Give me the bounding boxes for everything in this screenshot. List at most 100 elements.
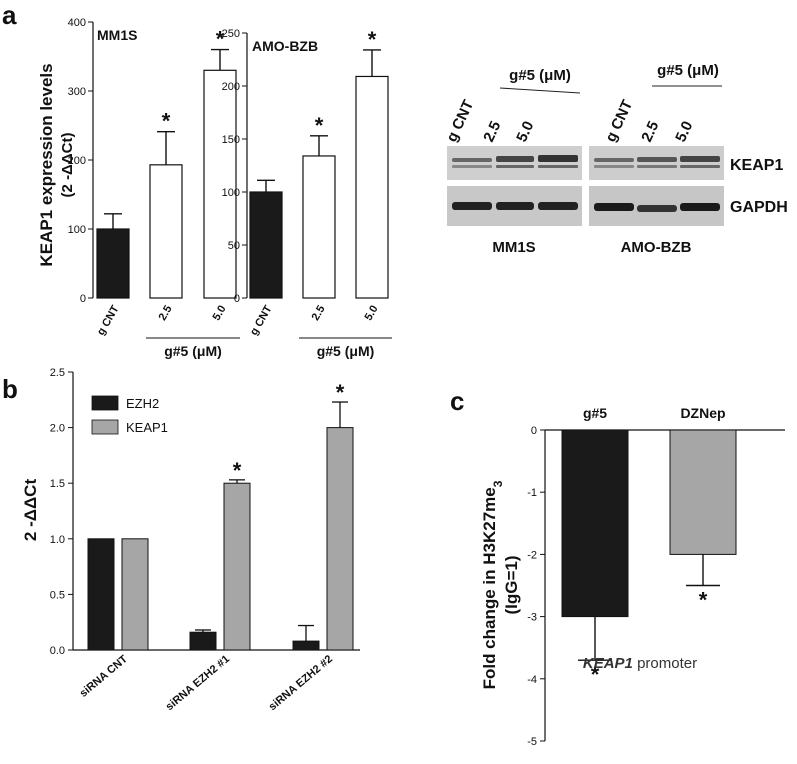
chart-a2-bar: [249, 191, 283, 299]
legend-label-ezh2: EZH2: [126, 396, 159, 411]
chart-b-significance-star: *: [233, 458, 242, 483]
blot-group-label-2: g#5 (μM): [657, 62, 719, 79]
chart-c-bar: [669, 429, 737, 555]
chart-b-xtick-label-wrap: siRNA EZH2 #2: [267, 653, 335, 713]
chart-c-ytick-label: -5: [527, 736, 537, 748]
chart-a1-significance-star: *: [162, 109, 171, 134]
chart-a2-ytick-label: 50: [228, 240, 240, 252]
chart-b-ytick-label: 1.0: [50, 534, 65, 546]
chart-a2-ytick-label: 200: [222, 81, 240, 93]
chart-a2-ytick-label: 100: [222, 187, 240, 199]
chart-a1-xtick-label-wrap: g CNT: [95, 303, 122, 337]
chart-c-xtick-label: g#5: [583, 405, 607, 421]
band-label-keap1: KEAP1: [730, 157, 783, 174]
chart-a2-bar: [355, 75, 389, 299]
chart-c-ylabel-sub: 3: [491, 480, 505, 487]
chart-b-xtick-label: siRNA EZH2 #2: [267, 653, 335, 713]
chart-a2-xtick-label-wrap: 5.0: [363, 304, 381, 323]
chart-a2-group-label: g#5 (μM): [317, 343, 375, 359]
chart-a1-group-label: g#5 (μM): [164, 343, 222, 359]
chart-a1-bar: [149, 164, 183, 299]
chart-amo-bzb: 0 50 100 150 200 250 AMO-BZB g CNT * 2.5 * 5.0 g#5 (…: [222, 27, 392, 359]
panel-c-note-gene: KEAP1: [583, 655, 633, 672]
chart-c-significance-star: *: [699, 588, 708, 613]
chart-a1-ytick-label: 300: [68, 86, 86, 98]
chart-a2-xtick-label: g CNT: [248, 303, 275, 337]
panel-a-ylabel: KEAP1 expression levels: [37, 63, 56, 266]
chart-a2-title: AMO-BZB: [252, 38, 318, 54]
panel-letter-b: b: [2, 374, 18, 404]
legend-swatch-ezh2: [91, 395, 119, 411]
lane-label-5.0-2: 5.0: [672, 119, 696, 145]
chart-b-bar-keap1: [121, 538, 149, 651]
chart-c-ylabel: Fold change in H3K27me3: [480, 480, 505, 689]
chart-b-ylabel-wrap: 2 -ΔΔCt: [21, 479, 40, 542]
panel-a-ylabel-unit: (2 -ΔΔCt): [59, 133, 76, 198]
chart-a1-xtick-label: g CNT: [95, 303, 122, 337]
chart-b-bar-ezh2: [189, 631, 217, 651]
cell-label-amo-bzb: AMO-BZB: [621, 239, 692, 256]
chart-c-ylabel-wrap: Fold change in H3K27me3(IgG=1): [480, 480, 521, 689]
legend-swatch-keap1: [91, 419, 119, 435]
chart-a1-ytick-label: 200: [68, 155, 86, 167]
chart-c-ytick-label: -3: [527, 612, 537, 624]
chart-c-ytick-label: -2: [527, 549, 537, 561]
chart-b-ytick-label: 0.0: [50, 645, 65, 657]
band-label-gapdh: GAPDH: [730, 199, 788, 216]
blot-group-label-1: g#5 (μM): [509, 67, 571, 84]
chart-b-ylabel: 2 -ΔΔCt: [21, 479, 40, 542]
chart-a2-significance-star: *: [368, 27, 377, 52]
chart-a2-significance-star: *: [315, 113, 324, 138]
keap1-blot-mm1s: [447, 146, 582, 180]
chart-a1-bar: [96, 228, 130, 299]
chart-a2-xtick-label: 5.0: [363, 304, 381, 323]
keap1-bands: [452, 155, 720, 168]
panel-c-note: KEAP1 promoter: [583, 655, 697, 672]
chart-c-ytick-label: -1: [527, 487, 537, 499]
chart-b-xtick-label: siRNA EZH2 #1: [164, 653, 232, 713]
chart-b-ytick-label: 0.5: [50, 589, 65, 601]
panel-c-note-rest: promoter: [633, 655, 697, 672]
chart-b-ytick-label: 2.5: [50, 367, 65, 379]
blot-header-left: g CNT 2.5 5.0 g#5 (μM): [443, 67, 581, 145]
chart-b-ytick-label: 1.5: [50, 478, 65, 490]
chart-a2-xtick-label-wrap: 2.5: [310, 304, 328, 323]
chart-c-ylabel-2: (IgG=1): [502, 555, 521, 614]
chart-b-bar-ezh2: [292, 640, 320, 651]
keap1-blot-amo: [589, 146, 724, 180]
blot-header-right: g CNT 2.5 5.0 g#5 (μM): [602, 62, 722, 145]
cell-label-mm1s: MM1S: [492, 239, 535, 256]
lane-label-2.5-1: 2.5: [480, 119, 504, 145]
chart-c-ytick-label: 0: [531, 425, 537, 437]
chart-a2-bar: [302, 155, 336, 299]
gapdh-bands: [452, 202, 720, 212]
chart-b: 0.0 0.5 1.0 1.5 2.0 2.5 2 -ΔΔCt * * siRNA CNT siRN…: [21, 367, 360, 713]
chart-b-bar-ezh2: [87, 538, 115, 651]
chart-b-significance-star: *: [336, 380, 345, 405]
chart-b-xtick-label: siRNA CNT: [78, 653, 131, 700]
panel-letter-c: c: [450, 386, 464, 416]
lane-label-gcnt-1: g CNT: [443, 97, 477, 144]
lane-label-5.0-1: 5.0: [513, 119, 537, 145]
chart-a1-xtick-label: 2.5: [157, 304, 175, 323]
chart-a2-ytick-label: 0: [234, 293, 240, 305]
chart-mm1s: 0 100 200 300 400 MM1S g CNT * 2.5 * 5.0 g#5 (μM): [68, 17, 240, 359]
chart-c-bar: [561, 429, 629, 618]
chart-a2-xtick-label: 2.5: [310, 304, 328, 323]
chart-b-xtick-label-wrap: siRNA EZH2 #1: [164, 653, 232, 713]
chart-c-xtick-label: DZNep: [680, 405, 725, 421]
chart-a1-ytick-label: 400: [68, 17, 86, 29]
chart-b-bar-keap1: [326, 427, 354, 651]
chart-a1-title: MM1S: [97, 27, 137, 43]
chart-a1-ytick-label: 0: [80, 293, 86, 305]
chart-a2-ytick-label: 150: [222, 134, 240, 146]
chart-a1-xtick-label-wrap: 2.5: [157, 304, 175, 323]
chart-b-ytick-label: 2.0: [50, 423, 65, 435]
chart-a1-bar: [203, 69, 237, 299]
chart-a2-ytick-label: 250: [222, 28, 240, 40]
chart-a1-ytick-label: 100: [68, 224, 86, 236]
chart-a1-significance-star: *: [216, 27, 225, 52]
chart-b-bar-keap1: [223, 482, 251, 651]
blot-group-line-1: [499, 87, 581, 94]
